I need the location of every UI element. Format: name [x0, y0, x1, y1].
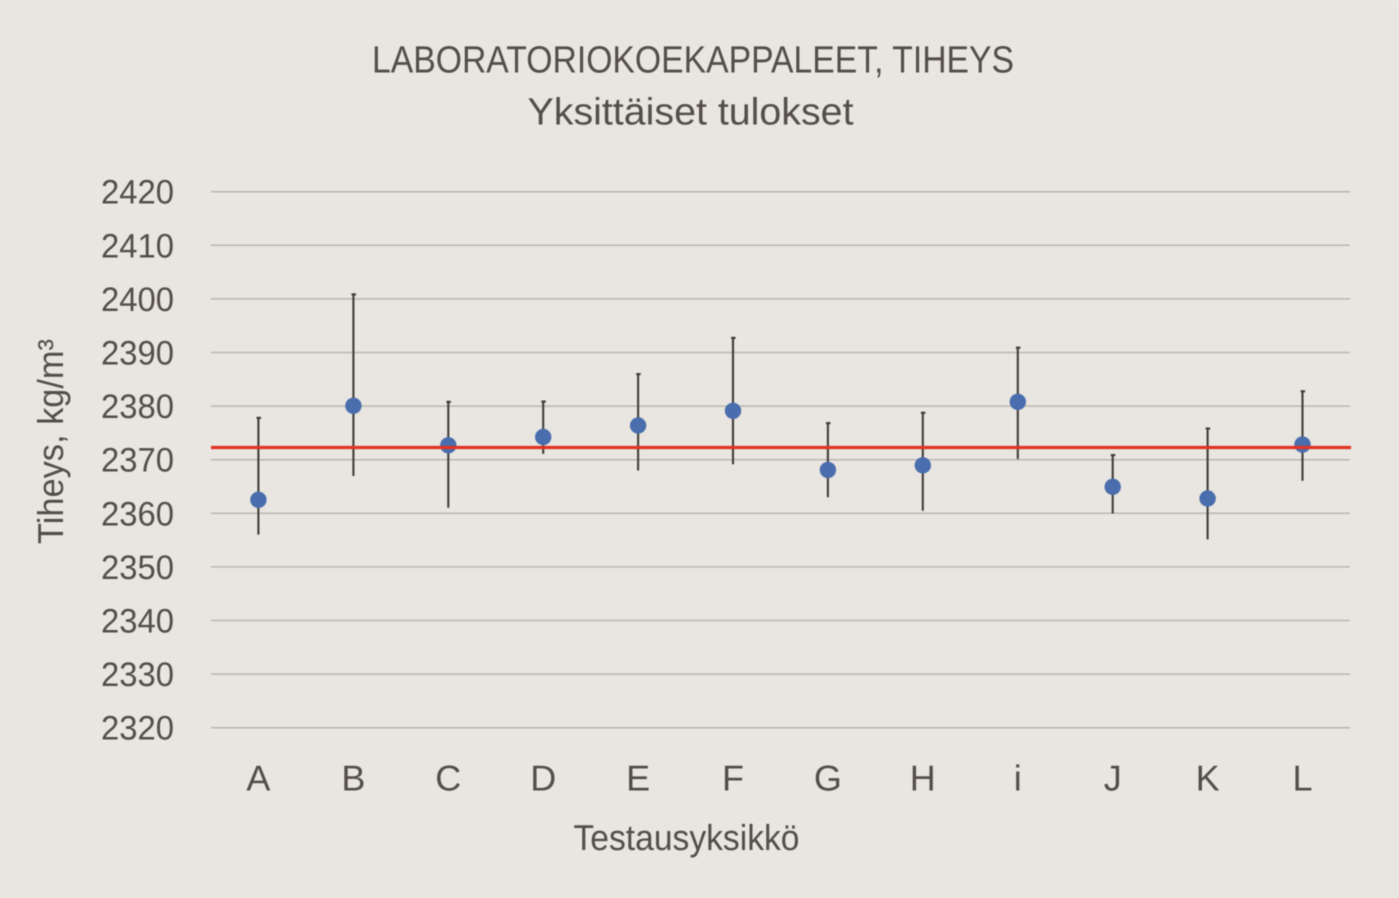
svg-text:2370: 2370	[101, 442, 174, 480]
svg-text:J: J	[1104, 758, 1122, 799]
svg-text:2400: 2400	[101, 281, 174, 319]
svg-text:G: G	[814, 758, 842, 799]
svg-text:Tiheys, kg/m³: Tiheys, kg/m³	[30, 339, 71, 544]
svg-text:2340: 2340	[101, 603, 174, 641]
svg-text:2360: 2360	[101, 495, 174, 533]
svg-text:L: L	[1292, 758, 1312, 799]
svg-text:LABORATORIOKOEKAPPALEET, TIHEY: LABORATORIOKOEKAPPALEET, TIHEYS	[372, 40, 1014, 82]
svg-text:E: E	[626, 758, 650, 799]
svg-text:2330: 2330	[101, 656, 174, 694]
svg-text:2410: 2410	[101, 227, 174, 265]
svg-text:K: K	[1196, 758, 1220, 799]
svg-text:A: A	[246, 758, 270, 799]
svg-text:2350: 2350	[101, 549, 174, 587]
svg-text:2390: 2390	[101, 335, 174, 373]
svg-text:D: D	[530, 758, 556, 799]
svg-text:C: C	[435, 758, 461, 799]
svg-text:i: i	[1014, 758, 1022, 799]
svg-text:2320: 2320	[101, 710, 174, 748]
svg-text:H: H	[910, 758, 936, 799]
svg-text:2380: 2380	[101, 388, 174, 426]
svg-text:B: B	[341, 758, 365, 799]
svg-text:F: F	[722, 758, 744, 799]
svg-text:2420: 2420	[101, 174, 174, 212]
svg-text:Yksittäiset tulokset: Yksittäiset tulokset	[528, 91, 854, 133]
svg-text:Testausyksikkö: Testausyksikkö	[574, 817, 800, 858]
